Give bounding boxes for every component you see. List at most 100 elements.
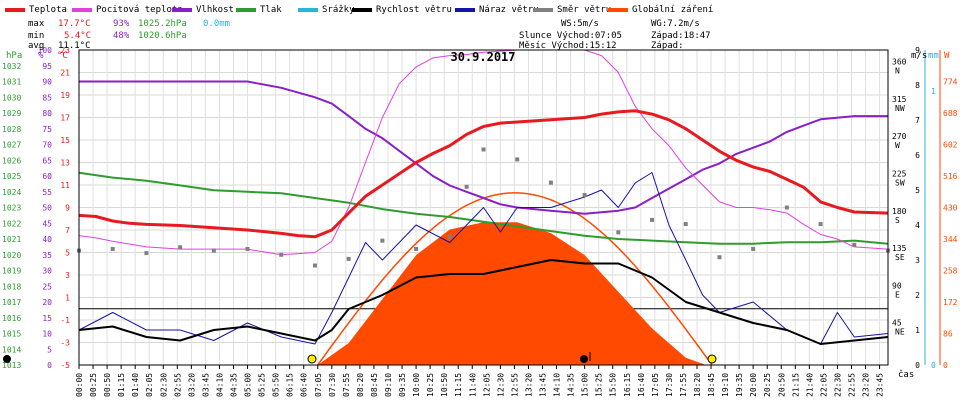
x-tick-label: 20:50 bbox=[777, 373, 786, 397]
wind-direction-point bbox=[380, 238, 385, 243]
legend-swatch bbox=[172, 8, 192, 12]
x-tick-label: 02:55 bbox=[173, 373, 182, 397]
legend-label: Směr větru bbox=[557, 5, 611, 15]
x-tick-label: 12:55 bbox=[510, 373, 519, 397]
radiation-tick-label: 172 bbox=[943, 298, 958, 307]
temperature-tick-label: 11 bbox=[60, 181, 70, 190]
temperature-tick-label: 23 bbox=[60, 46, 70, 55]
pressure-tick-label: 1022 bbox=[2, 219, 21, 228]
humidity-tick-label: 55 bbox=[42, 188, 52, 197]
x-tick-label: 15:50 bbox=[609, 373, 618, 397]
wind-direction-point bbox=[548, 180, 553, 185]
direction-label: W bbox=[895, 141, 900, 150]
x-tick-label: 12:05 bbox=[482, 373, 491, 397]
x-tick-label: 05:25 bbox=[258, 373, 267, 397]
wind-tick-label: 2 bbox=[915, 291, 920, 300]
sunset-marker bbox=[707, 354, 717, 364]
direction-deg-label: 225 bbox=[892, 169, 907, 178]
wind-direction-point bbox=[414, 246, 419, 251]
wind-direction-point bbox=[818, 222, 823, 227]
wind-direction-point bbox=[515, 157, 520, 162]
x-tick-label: 17:05 bbox=[651, 373, 660, 397]
wind-tick-label: 9 bbox=[915, 46, 920, 55]
legend-swatch bbox=[298, 8, 318, 12]
x-tick-label: 04:35 bbox=[229, 373, 238, 397]
direction-label: N bbox=[895, 67, 900, 76]
rain-tick-label: 0 bbox=[931, 361, 936, 370]
wind-tick-label: 8 bbox=[915, 81, 920, 90]
x-tick-label: 16:40 bbox=[637, 373, 646, 397]
x-tick-label: 00:50 bbox=[103, 373, 112, 397]
x-tick-label: 09:35 bbox=[398, 373, 407, 397]
unit-degc: °C bbox=[57, 51, 68, 61]
pressure-tick-label: 1019 bbox=[2, 267, 21, 276]
legend-label: Pocitová teplota bbox=[96, 5, 183, 15]
wind-direction-point bbox=[650, 217, 655, 222]
legend-label: Tlak bbox=[260, 5, 282, 15]
x-tick-label: 19:10 bbox=[721, 373, 730, 397]
humidity-tick-label: 10 bbox=[42, 330, 52, 339]
x-tick-label: 05:50 bbox=[272, 373, 281, 397]
direction-deg-label: 135 bbox=[892, 244, 907, 253]
humidity-tick-label: 50 bbox=[42, 204, 52, 213]
pressure-tick-label: 1023 bbox=[2, 204, 21, 213]
wind-tick-label: 5 bbox=[915, 186, 920, 195]
x-tick-label: 17:55 bbox=[679, 373, 688, 397]
series-line-tlak bbox=[78, 171, 889, 245]
humidity-tick-label: 40 bbox=[42, 235, 52, 244]
pressure-tick-label: 1013 bbox=[2, 361, 21, 370]
radiation-series bbox=[317, 192, 713, 366]
moon-marker-left bbox=[3, 355, 11, 363]
x-tick-label: 01:15 bbox=[117, 373, 126, 397]
direction-label: NW bbox=[895, 104, 905, 113]
direction-deg-label: 90 bbox=[892, 281, 902, 290]
radiation-tick-label: 258 bbox=[943, 267, 958, 276]
sun-moon-info: WS:5m/s WG:7.2m/s Slunce Východ:07:05 Zá… bbox=[519, 19, 711, 51]
legend-swatch bbox=[5, 8, 25, 12]
x-tick-label: 06:15 bbox=[286, 373, 295, 397]
x-tick-label: 02:30 bbox=[159, 373, 168, 397]
temperature-tick-label: -1 bbox=[60, 316, 70, 325]
wind-tick-label: 0 bbox=[915, 361, 920, 370]
wind-direction-point bbox=[616, 230, 621, 235]
radiation-max-curve bbox=[317, 192, 713, 366]
x-tick-label: 10:50 bbox=[440, 373, 449, 397]
legend-label: Vlhkost bbox=[196, 5, 234, 15]
legend-label: Teplota bbox=[29, 5, 67, 15]
legend-label: Srážky bbox=[322, 5, 355, 15]
wind-direction-point bbox=[751, 246, 756, 251]
humidity-tick-label: 90 bbox=[42, 78, 52, 87]
legend-swatch bbox=[352, 8, 372, 12]
wind-direction-point bbox=[447, 234, 452, 239]
stats-max-temp: 17.7°C bbox=[58, 19, 91, 29]
temperature-tick-label: 1 bbox=[65, 294, 70, 303]
pressure-tick-label: 1024 bbox=[2, 188, 21, 197]
x-tick-label: 03:20 bbox=[187, 373, 196, 397]
series-line-rychlost-větru bbox=[78, 259, 889, 345]
direction-deg-label: 315 bbox=[892, 95, 907, 104]
x-tick-label: 11:40 bbox=[468, 373, 477, 397]
stats-avg-temp: 11.1°C bbox=[58, 41, 91, 51]
radiation-tick-label: 86 bbox=[943, 330, 953, 339]
wind-direction-point bbox=[464, 184, 469, 189]
radiation-tick-label: 344 bbox=[943, 235, 958, 244]
temperature-tick-label: -5 bbox=[60, 361, 70, 370]
legend-swatch bbox=[72, 8, 92, 12]
plot-frame bbox=[78, 49, 889, 366]
x-tick-label: 14:10 bbox=[553, 373, 562, 397]
x-tick-label: 17:30 bbox=[665, 373, 674, 397]
wind-direction-point bbox=[245, 246, 250, 251]
wind-tick-label: 4 bbox=[915, 221, 920, 230]
stats-min-hum: 48% bbox=[113, 31, 130, 41]
pressure-tick-label: 1025 bbox=[2, 172, 21, 181]
radiation-tick-label: 430 bbox=[943, 204, 958, 213]
legend-label: Náraz větru bbox=[479, 5, 539, 15]
moonrise-marker bbox=[580, 355, 588, 363]
x-tick-label: 08:20 bbox=[356, 373, 365, 397]
radiation-tick-label: 516 bbox=[943, 172, 958, 181]
sunrise-marker bbox=[307, 354, 317, 364]
wind-direction-point bbox=[110, 246, 115, 251]
pressure-tick-label: 1021 bbox=[2, 235, 21, 244]
